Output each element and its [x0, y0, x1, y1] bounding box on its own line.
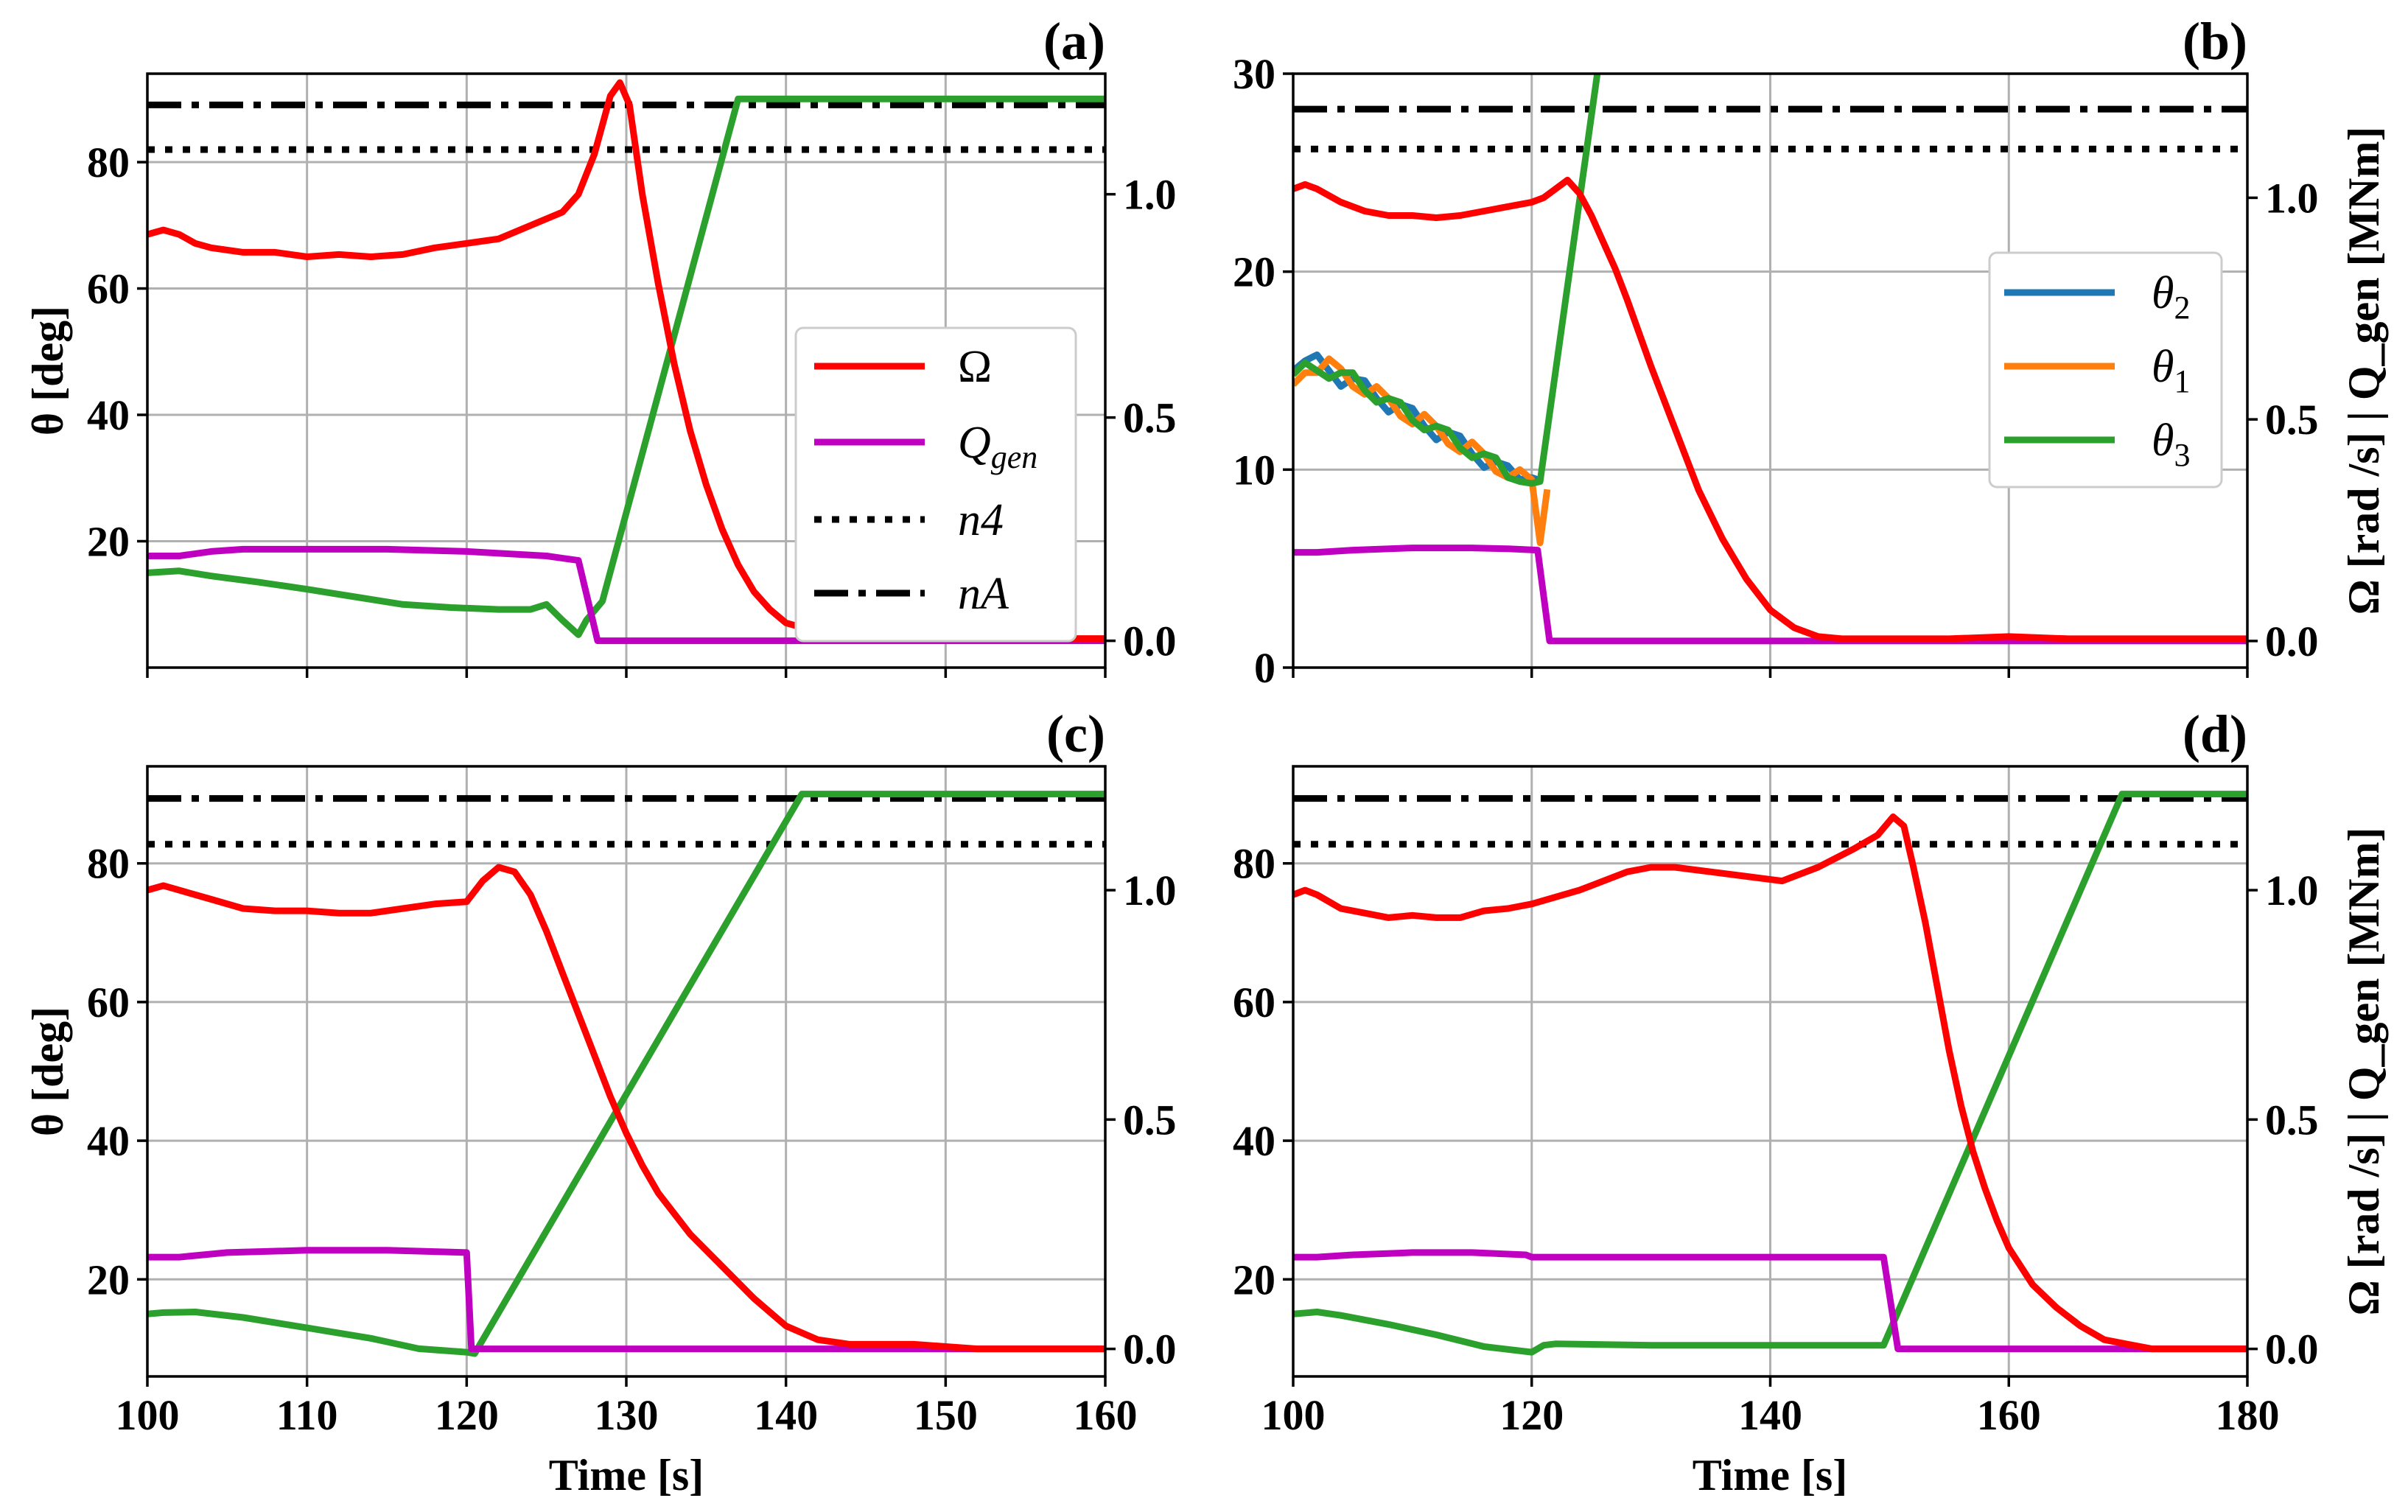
panel-d-ytick-label-3: 80	[1233, 840, 1275, 888]
panel-b-ytick-label-3: 30	[1233, 50, 1275, 98]
panel-b-legend-theta3-main: θ	[2152, 416, 2174, 466]
panel-b-series-theta3	[1293, 74, 1601, 487]
panel-b-ytick-label-1: 10	[1233, 446, 1275, 494]
panel-c-series-Omega	[147, 864, 1105, 1353]
panel-d-ytick-label-0: 20	[1233, 1256, 1275, 1303]
panel-a-legend: Ω Qgen n4 nA	[794, 326, 1077, 643]
panel-c-ytick-label-1: 40	[87, 1117, 130, 1165]
panel-b-legend: θ2 θ1 θ3	[1988, 251, 2223, 489]
panel-c-xtick-label-3: 130	[595, 1391, 659, 1439]
panel-b-legend-theta1-main: θ	[2152, 342, 2174, 392]
panel-d-y2label: Ω [rad /s] | Q_gen [MNm]	[2339, 827, 2388, 1316]
panel-d-xtick-label-1: 120	[1499, 1391, 1564, 1439]
panel-a-legend-qgen-sub: gen	[991, 439, 1038, 475]
panel-c-ylabel: θ [deg]	[24, 1007, 72, 1136]
panel-c-y2tick-label-1: 0.5	[1123, 1096, 1177, 1144]
panel-d-xtick-label-3: 160	[1977, 1391, 2041, 1439]
panel-b: 0 10 20 30 0.0 0.5 1.0 (b) Ω [rad /s] | Q_gen …	[1233, 12, 2388, 692]
panel-c-ytick-label-0: 20	[87, 1256, 130, 1303]
panel-c: 100 110 120 130 140 150 160 20 40 60 80 0.0 0.5 1.0 (…	[24, 704, 1177, 1499]
panel-b-series	[1293, 74, 2247, 645]
panel-d-y2tick-label-1: 0.5	[2265, 1096, 2319, 1144]
panel-d-grid	[1292, 766, 2249, 1376]
panel-d-xlabel: Time [s]	[1693, 1451, 1848, 1499]
panel-a-series-Omega	[147, 79, 1105, 643]
panel-d-series-Omega	[1293, 813, 2247, 1353]
panel-d-y2tick-label-2: 1.0	[2265, 867, 2319, 914]
panel-a-ytick-label-2: 60	[87, 265, 130, 313]
panel-d-series-Qgen	[1293, 1249, 2247, 1353]
panel-b-ticks: 0 10 20 30 0.0 0.5 1.0	[1233, 50, 2319, 692]
panel-b-legend-theta1-label: θ1	[2152, 342, 2190, 399]
panel-a-tag: (a)	[1043, 12, 1105, 71]
panel-c-xtick-label-1: 110	[276, 1391, 338, 1439]
panel-a: 20 40 60 80 0.0 0.5 1.0 (a) θ [deg] Ω Qgen n4 …	[24, 12, 1177, 678]
panel-b-ytick-label-2: 20	[1233, 248, 1275, 296]
panel-a-legend-n4-label: n4	[958, 495, 1004, 545]
panel-a-series-theta3	[147, 95, 1105, 638]
panel-b-series-theta1	[1293, 355, 1551, 547]
panel-b-legend-box	[1988, 251, 2223, 489]
panel-a-legend-qgen-main: Q	[958, 418, 991, 468]
panel-d-ticks: 100 120 140 160 180 20 40 60 80 0.0 0.5 1.0	[1233, 840, 2319, 1439]
panel-c-series	[147, 791, 1105, 1357]
panel-b-legend-theta2-label: θ2	[2152, 268, 2190, 326]
panel-b-legend-theta2-main: θ	[2152, 268, 2174, 318]
panel-a-ticks: 20 40 60 80 0.0 0.5 1.0	[87, 139, 1177, 678]
panel-b-legend-theta2-sub: 2	[2174, 290, 2190, 326]
panel-b-series-Qgen	[1293, 545, 2247, 645]
panel-b-legend-theta3-sub: 3	[2174, 437, 2190, 473]
panel-a-legend-box	[794, 326, 1077, 643]
panel-a-ylabel: θ [deg]	[24, 306, 72, 435]
panel-c-series-theta3	[147, 791, 1105, 1357]
panel-d-tag: (d)	[2183, 704, 2247, 763]
panel-c-y2tick-label-2: 1.0	[1123, 867, 1177, 914]
panel-a-series-Qgen	[147, 545, 1105, 645]
panel-c-ytick-label-2: 60	[87, 979, 130, 1026]
panel-a-y2tick-label-0: 0.0	[1123, 617, 1177, 665]
panel-c-xtick-label-4: 140	[754, 1391, 818, 1439]
panel-a-y2tick-label-2: 1.0	[1123, 171, 1177, 219]
panel-b-tag: (b)	[2183, 12, 2247, 71]
panel-a-series	[147, 79, 1105, 645]
panel-d-series	[1293, 791, 2247, 1356]
panel-c-y2tick-label-0: 0.0	[1123, 1326, 1177, 1373]
panel-a-y2tick-label-1: 0.5	[1123, 394, 1177, 442]
panel-d-y2tick-label-0: 0.0	[2265, 1326, 2319, 1373]
panel-b-y2tick-label-2: 1.0	[2265, 174, 2319, 222]
panel-c-xtick-label-0: 100	[116, 1391, 180, 1439]
panel-b-series-Omega	[1293, 176, 2247, 643]
panel-a-legend-qgen-label: Qgen	[958, 418, 1037, 475]
panel-a-ytick-label-0: 20	[87, 518, 130, 566]
panel-a-ytick-label-1: 40	[87, 391, 130, 439]
panel-b-legend-theta1-sub: 1	[2174, 363, 2190, 399]
panel-c-series-Qgen	[147, 1247, 1105, 1353]
panel-c-xtick-label-2: 120	[435, 1391, 499, 1439]
panel-d-xtick-label-4: 180	[2216, 1391, 2280, 1439]
panel-d: 100 120 140 160 180 20 40 60 80 0.0 0.5 1.0 (d) Ω […	[1233, 704, 2388, 1499]
panel-d-ytick-label-2: 60	[1233, 979, 1275, 1026]
panel-c-xlabel: Time [s]	[549, 1451, 704, 1499]
panel-c-tag: (c)	[1046, 704, 1105, 763]
panel-c-grid	[146, 766, 1107, 1376]
panel-c-ytick-label-3: 80	[87, 840, 130, 888]
panel-c-xtick-label-6: 160	[1074, 1391, 1138, 1439]
panel-c-xtick-label-5: 150	[914, 1391, 978, 1439]
panel-b-ytick-label-0: 0	[1254, 644, 1275, 692]
panel-b-legend-theta3-label: θ3	[2152, 416, 2190, 473]
panel-a-legend-na-label: nA	[958, 569, 1009, 619]
panel-c-ticks: 100 110 120 130 140 150 160 20 40 60 80 0.0 0.5 1.0	[87, 840, 1177, 1439]
panel-b-y2tick-label-1: 0.5	[2265, 396, 2319, 444]
panel-d-xtick-label-0: 100	[1261, 1391, 1326, 1439]
panel-b-y2tick-label-0: 0.0	[2265, 617, 2319, 665]
panel-b-y2label: Ω [rad /s] | Q_gen [MNm]	[2339, 127, 2388, 615]
panel-d-series-theta3	[1293, 791, 2247, 1356]
panel-d-xtick-label-2: 140	[1738, 1391, 1802, 1439]
panel-a-ytick-label-3: 80	[87, 139, 130, 186]
panel-a-legend-omega-label: Ω	[958, 342, 992, 392]
panel-d-ytick-label-1: 40	[1233, 1117, 1275, 1165]
